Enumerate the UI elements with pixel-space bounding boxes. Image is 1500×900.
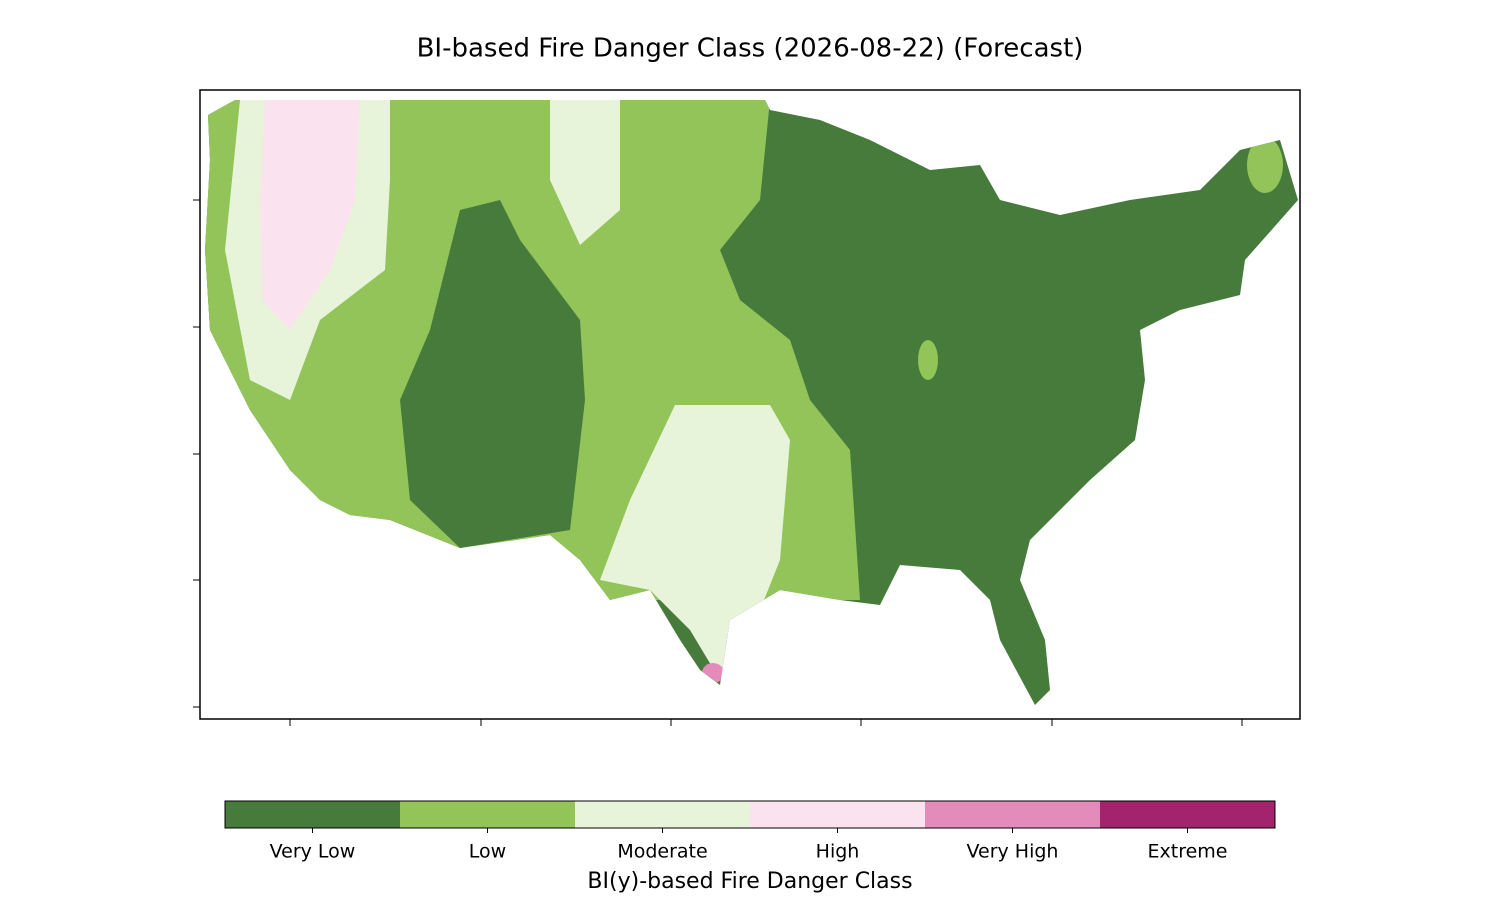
axis-ticks bbox=[193, 199, 1243, 726]
colorbar-segment bbox=[925, 801, 1100, 828]
colorbar-frame bbox=[224, 800, 1276, 829]
colorbar: Very Low Low Moderate High Very High Extreme bbox=[224, 800, 1276, 863]
colorbar-segment bbox=[1100, 801, 1275, 828]
colorbar-segment bbox=[225, 801, 400, 828]
map-frame bbox=[199, 89, 1301, 720]
colorbar-tick-label: Extreme bbox=[1148, 841, 1228, 863]
colorbar-tick-label: Very High bbox=[967, 841, 1059, 863]
colorbar-tick-label: Moderate bbox=[617, 841, 707, 863]
region bbox=[1247, 137, 1283, 193]
region bbox=[400, 200, 585, 548]
colorbar-segment bbox=[400, 801, 575, 828]
map-title: BI-based Fire Danger Class (2026-08-22) … bbox=[417, 34, 1084, 64]
colorbar-label: BI(y)-based Fire Danger Class bbox=[587, 869, 912, 894]
colorbar-tick-label: Low bbox=[469, 841, 506, 863]
colorbar-tick-label: Very Low bbox=[270, 841, 356, 863]
region bbox=[550, 100, 620, 245]
region bbox=[600, 405, 790, 680]
colorbar-tick-label: High bbox=[816, 841, 860, 863]
map-regions bbox=[205, 100, 1298, 705]
region bbox=[702, 663, 724, 683]
region bbox=[918, 340, 938, 380]
colorbar-segment bbox=[575, 801, 750, 828]
region bbox=[260, 100, 360, 330]
colorbar-segment bbox=[750, 801, 925, 828]
